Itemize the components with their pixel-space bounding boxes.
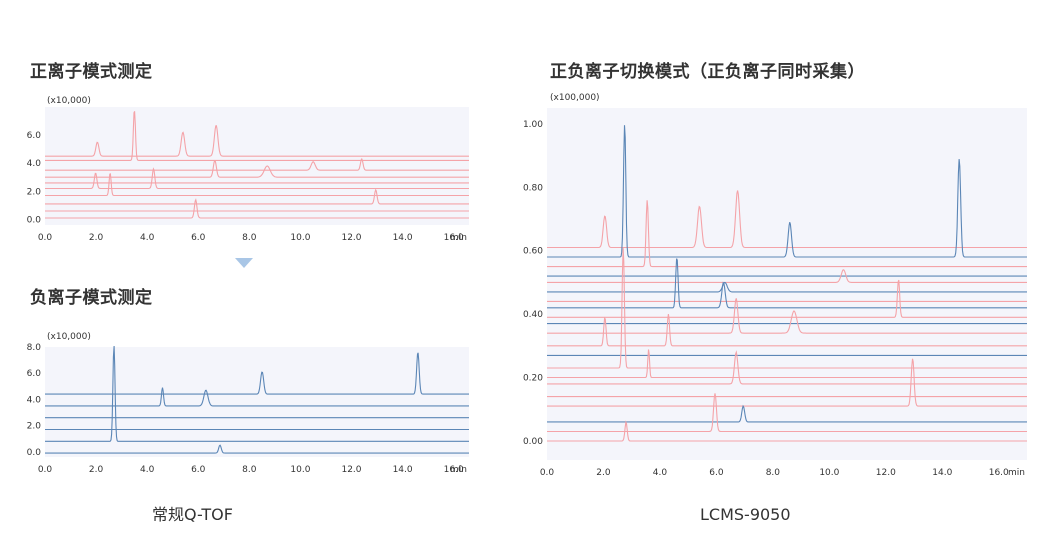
chromatogram-trace	[547, 420, 1027, 442]
y-tick-label: 4.0	[27, 395, 42, 405]
x-tick-label: 14.0	[393, 233, 413, 243]
x-tick-label: 4.0	[140, 465, 155, 475]
x-tick-label: 0.0	[38, 465, 53, 475]
x-tick-label: 10.0	[290, 465, 310, 475]
chromatogram-trace	[45, 173, 469, 197]
x-tick-label: 14.0	[393, 465, 413, 475]
plot-area	[547, 108, 1027, 460]
y-tick-label: 2.0	[27, 422, 42, 432]
plot-area	[45, 347, 469, 457]
x-tick-label: 8.0	[242, 465, 257, 475]
y-tick-label: 6.0	[27, 131, 42, 141]
x-tick-label: 16.0	[444, 465, 464, 475]
y-scale-label: (x10,000)	[47, 332, 91, 342]
chart-negative-mode: (x10,000) 0.0 2.0 4.0 6.0 8.0 10.0 12.0 14.0 16.0…	[27, 332, 469, 475]
chromatogram-trace	[45, 345, 469, 442]
plot-area	[45, 107, 469, 225]
y-tick-label: 0.20	[523, 374, 543, 384]
chromatogram-trace	[547, 281, 1027, 293]
x-tick-label: 0.0	[38, 233, 53, 243]
chromatogram-trace	[45, 159, 469, 178]
chromatogram-trace	[45, 157, 469, 171]
x-tick-label: 6.0	[191, 465, 206, 475]
x-tick-label: 12.0	[876, 468, 896, 478]
chromatogram-trace	[45, 167, 469, 190]
x-tick-label: 12.0	[341, 465, 361, 475]
x-tick-label: 8.0	[766, 468, 781, 478]
caption-left: 常规Q-TOF	[152, 505, 233, 524]
y-scale-label: (x100,000)	[550, 93, 600, 103]
x-tick-label: 6.0	[709, 468, 724, 478]
x-tick-label: 12.0	[341, 233, 361, 243]
y-tick-label: 8.0	[27, 343, 42, 353]
y-tick-label: 0.40	[523, 310, 543, 320]
x-tick-label: 16.0	[444, 233, 464, 243]
chromatogram-trace	[547, 200, 1027, 268]
caption-right: LCMS-9050	[700, 505, 791, 524]
down-arrow-icon	[235, 258, 253, 268]
x-tick-label: 2.0	[89, 465, 104, 475]
x-tick-label: 14.0	[932, 468, 952, 478]
title-negative-mode: 负离子模式测定	[30, 288, 153, 308]
title-positive-mode: 正离子模式测定	[30, 62, 153, 82]
y-scale-label: (x10,000)	[47, 96, 91, 106]
chromatogram-trace	[547, 125, 1027, 258]
chromatogram-trace	[547, 248, 1027, 369]
x-tick-label: 2.0	[596, 468, 611, 478]
x-tick-label: 6.0	[191, 233, 206, 243]
chart-switching-mode: (x100,000) 0.0 2.0 4.0 6.0 8.0 10.0 12.0 14.0 16.…	[523, 93, 1027, 478]
chart-positive-mode: (x10,000) 0.0 2.0 4.0 6.0 8.0 10.0 12.0 14.0 16.0…	[27, 96, 469, 243]
y-tick-label: 0.60	[523, 247, 543, 257]
x-tick-label: 4.0	[653, 468, 668, 478]
y-tick-label: 0.0	[27, 215, 42, 225]
x-tick-label: 10.0	[819, 468, 839, 478]
chromatogram-trace	[45, 444, 469, 454]
chromatogram-trace	[45, 111, 469, 161]
x-unit-label: min	[1008, 468, 1025, 478]
title-switching-mode: 正负离子切换模式（正负离子同时采集）	[550, 62, 865, 82]
x-unit-label: min	[450, 465, 467, 475]
x-tick-label: 0.0	[540, 468, 555, 478]
chromatogram-trace	[547, 298, 1027, 334]
y-tick-label: 1.00	[523, 120, 543, 130]
y-tick-label: 0.80	[523, 183, 543, 193]
chromatogram-trace	[547, 350, 1027, 385]
chromatogram-trace	[547, 349, 1027, 379]
y-tick-label: 0.0	[27, 448, 42, 458]
chromatogram-trace	[45, 125, 469, 157]
chromatogram-trace	[547, 279, 1027, 318]
chromatogram-trace	[547, 258, 1027, 309]
chromatogram-trace	[547, 358, 1027, 407]
y-tick-label: 4.0	[27, 159, 42, 169]
x-unit-label: min	[450, 233, 467, 243]
chromatogram-trace	[45, 188, 469, 205]
chromatogram-trace	[547, 269, 1027, 283]
y-tick-label: 0.00	[523, 437, 543, 447]
x-tick-label: 2.0	[89, 233, 104, 243]
x-tick-label: 4.0	[140, 233, 155, 243]
chromatogram-trace	[547, 404, 1027, 423]
x-tick-label: 10.0	[290, 233, 310, 243]
x-tick-label: 8.0	[242, 233, 257, 243]
chromatogram-trace	[547, 314, 1027, 347]
y-tick-label: 2.0	[27, 187, 42, 197]
x-tick-label: 16.0	[989, 468, 1009, 478]
y-tick-label: 6.0	[27, 369, 42, 379]
chromatogram-trace	[45, 198, 469, 219]
